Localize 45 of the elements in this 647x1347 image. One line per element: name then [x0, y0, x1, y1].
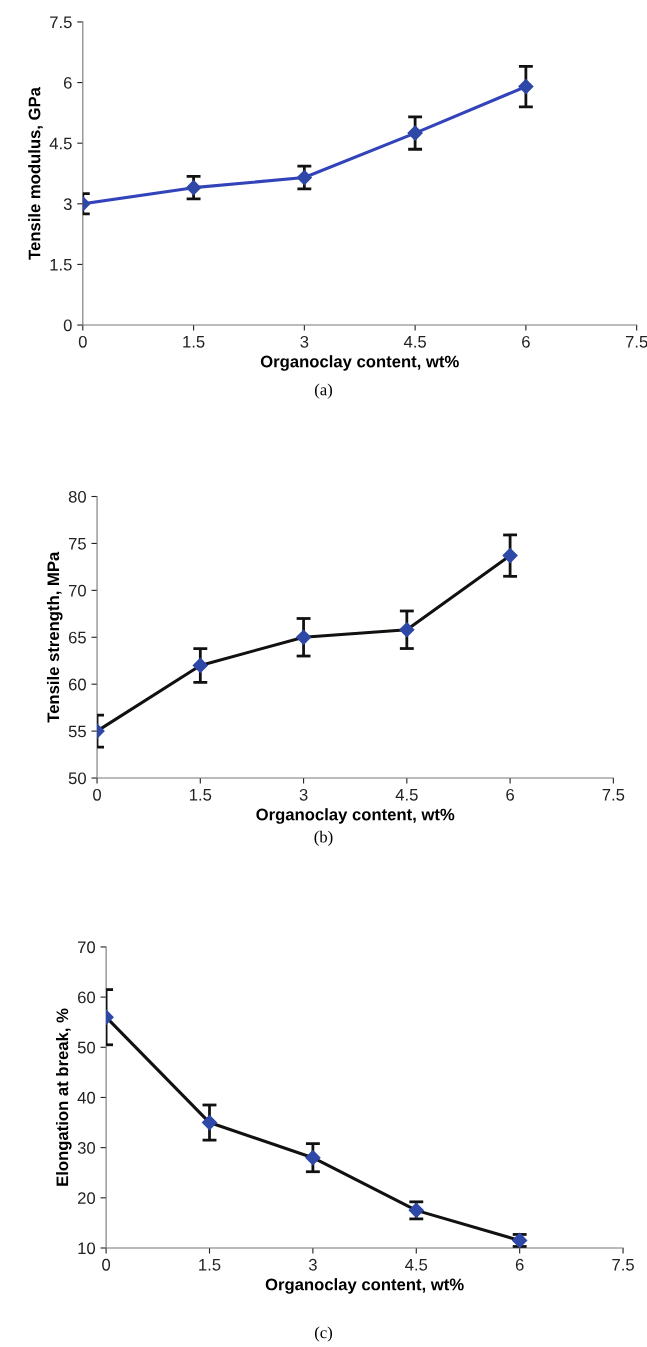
x-tick-label: 1.5 — [199, 1259, 221, 1271]
y-tick-label: 70 — [68, 584, 86, 597]
y-tick-label: 10 — [78, 1242, 96, 1255]
y-tick-label: 60 — [68, 678, 86, 691]
text: (b) — [314, 830, 333, 846]
y-tick-label: 80 — [68, 490, 86, 503]
x-axis-title: Organoclay content, wt% — [265, 1278, 464, 1294]
y-tick-label: 60 — [78, 991, 96, 1004]
y-tick-label: 3 — [63, 198, 72, 210]
y-tick-label: 40 — [77, 1091, 96, 1104]
x-tick-label: 7.5 — [602, 789, 625, 801]
y-tick-label: 65 — [68, 631, 86, 644]
x-tick-label: 3 — [308, 1258, 317, 1271]
x-tick-label: 7.5 — [612, 1259, 634, 1271]
y-tick-label: 4.5 — [49, 137, 72, 150]
y-tick-label: 50 — [77, 1041, 96, 1054]
x-tick-label: 7.5 — [625, 336, 647, 348]
y-tick-label: 75 — [68, 538, 86, 550]
x-tick-label: 4.5 — [403, 336, 426, 348]
y-tick-label: 30 — [77, 1142, 96, 1154]
y-tick-label: 20 — [77, 1192, 96, 1205]
y-axis-title: Tensile strength, MPa — [46, 551, 63, 723]
x-tick-label: 1.5 — [183, 336, 205, 348]
x-axis-title: Organoclay content, wt% — [256, 808, 455, 824]
x-tick-label: 1.5 — [190, 789, 212, 801]
x-tick-label: 0 — [102, 1258, 111, 1271]
text: (a) — [314, 383, 333, 399]
y-tick-label: 70 — [78, 941, 96, 954]
y-tick-label: 6 — [63, 76, 72, 89]
y-tick-label: 1.5 — [50, 258, 72, 271]
y-axis-title: Tensile modulus, GPa — [28, 86, 43, 260]
x-axis-title: Organoclay content, wt% — [260, 355, 459, 371]
x-tick-label: 6 — [522, 335, 530, 348]
y-tick-label: 7.5 — [50, 16, 72, 29]
y-tick-label: 50 — [68, 772, 86, 785]
x-tick-label: 3 — [299, 788, 308, 801]
x-tick-label: 4.5 — [405, 1259, 428, 1271]
x-tick-label: 4.5 — [395, 789, 418, 801]
x-tick-label: 6 — [506, 788, 514, 801]
text: (c) — [314, 1326, 333, 1342]
x-tick-label: 6 — [515, 1258, 524, 1271]
y-tick-label: 55 — [68, 725, 86, 738]
y-axis-title: Elongation at break, % — [55, 1008, 72, 1186]
x-tick-label: 3 — [300, 335, 309, 348]
y-tick-label: 0 — [63, 319, 72, 332]
